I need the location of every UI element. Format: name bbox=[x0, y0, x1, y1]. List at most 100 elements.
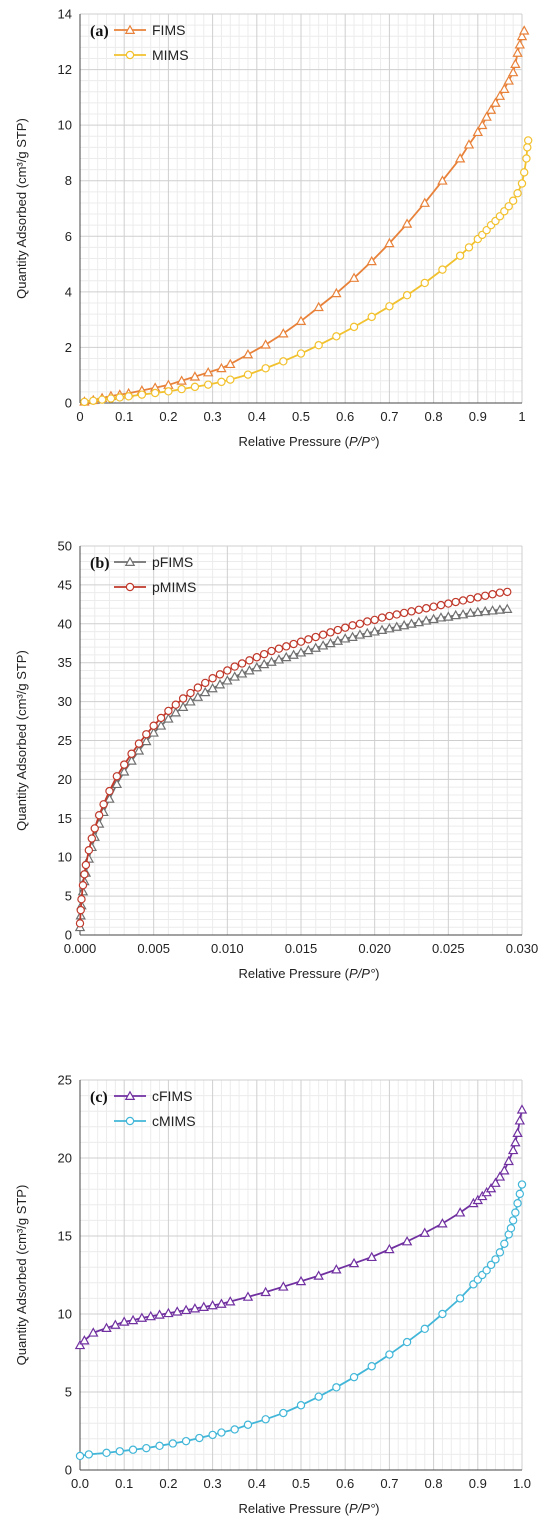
data-point bbox=[331, 287, 342, 298]
data-point bbox=[180, 1304, 192, 1315]
x-tick-label: 0.000 bbox=[64, 941, 97, 956]
y-tick-label: 14 bbox=[58, 7, 72, 22]
legend-label: cFIMS bbox=[152, 1088, 192, 1104]
data-point bbox=[414, 605, 424, 614]
data-point bbox=[402, 290, 412, 300]
data-point bbox=[133, 745, 145, 755]
y-axis-label: Quantity Adsorbed (cm³/g STP) bbox=[14, 1185, 29, 1366]
data-point bbox=[278, 328, 289, 338]
data-point bbox=[251, 661, 263, 672]
data-point bbox=[106, 394, 116, 403]
data-point bbox=[149, 721, 158, 730]
x-tick-label: 0.015 bbox=[285, 941, 318, 956]
data-point bbox=[477, 119, 488, 130]
data-point bbox=[465, 607, 476, 617]
data-point bbox=[112, 772, 122, 781]
data-point bbox=[281, 651, 292, 662]
data-point bbox=[516, 30, 528, 41]
y-tick-label: 15 bbox=[58, 811, 72, 826]
data-point bbox=[487, 605, 498, 615]
data-point bbox=[341, 623, 350, 632]
data-point bbox=[170, 707, 181, 717]
data-point bbox=[274, 644, 284, 653]
data-point bbox=[520, 168, 529, 177]
data-point bbox=[296, 349, 306, 358]
series-cFIMS bbox=[74, 1104, 528, 1350]
data-point bbox=[141, 735, 152, 746]
data-point bbox=[163, 1307, 174, 1318]
data-point bbox=[488, 590, 497, 599]
data-point bbox=[406, 618, 417, 628]
y-tick-label: 5 bbox=[65, 889, 72, 904]
data-point bbox=[443, 611, 454, 621]
data-point bbox=[311, 632, 320, 642]
data-point bbox=[207, 1299, 218, 1310]
data-point bbox=[507, 66, 519, 77]
data-point bbox=[438, 265, 447, 274]
data-point bbox=[458, 596, 468, 605]
data-point bbox=[242, 1291, 254, 1301]
data-point bbox=[150, 388, 160, 398]
data-point bbox=[260, 339, 271, 349]
x-tick-label: 0.010 bbox=[211, 941, 244, 956]
data-point bbox=[429, 602, 438, 611]
data-point bbox=[366, 1251, 377, 1262]
data-point bbox=[214, 679, 226, 689]
data-point bbox=[94, 810, 104, 820]
data-point bbox=[523, 143, 532, 152]
data-point bbox=[126, 755, 137, 765]
data-point bbox=[508, 196, 518, 205]
x-tick-label: 0.1 bbox=[115, 409, 133, 424]
data-point bbox=[385, 611, 394, 621]
data-point bbox=[216, 1298, 227, 1308]
x-tick-label: 0.5 bbox=[292, 1476, 310, 1491]
data-point bbox=[332, 635, 344, 645]
data-point bbox=[171, 700, 180, 709]
data-point bbox=[190, 382, 200, 392]
series-FIMS bbox=[79, 25, 530, 406]
x-tick-label: 0.2 bbox=[159, 1476, 177, 1491]
data-point bbox=[203, 380, 213, 389]
data-point bbox=[79, 1335, 90, 1345]
data-point bbox=[514, 1115, 526, 1125]
x-axis-label: Relative Pressure (P/P°) bbox=[238, 966, 379, 981]
legend-entry: cMIMS bbox=[114, 1113, 196, 1129]
data-point bbox=[413, 616, 425, 627]
gridlines bbox=[79, 13, 523, 404]
data-point bbox=[314, 1392, 323, 1401]
data-point bbox=[84, 1450, 94, 1459]
legend-marker bbox=[125, 1116, 135, 1126]
data-point bbox=[78, 881, 88, 890]
data-point bbox=[288, 649, 299, 659]
y-tick-label: 50 bbox=[58, 539, 72, 554]
data-point bbox=[518, 25, 530, 35]
data-point bbox=[142, 730, 151, 739]
gridlines bbox=[79, 1079, 523, 1471]
data-point bbox=[216, 362, 227, 373]
data-point bbox=[376, 624, 388, 634]
data-point bbox=[99, 800, 108, 809]
chart-panel-1: 0.000 0.005 0.010 0.015 0.020 0.025 0.030 0 5 10 1… bbox=[14, 539, 538, 982]
data-point bbox=[142, 1443, 151, 1453]
data-point bbox=[189, 371, 201, 381]
legend-label: MIMS bbox=[152, 47, 189, 63]
data-point bbox=[260, 1286, 271, 1297]
data-point bbox=[457, 609, 469, 619]
x-tick-label: 0.4 bbox=[248, 1476, 266, 1491]
data-point bbox=[74, 1339, 86, 1350]
data-point bbox=[366, 255, 377, 266]
data-point bbox=[516, 1104, 528, 1114]
legend-entry: pMIMS bbox=[114, 579, 196, 595]
data-point bbox=[480, 591, 490, 600]
data-point bbox=[258, 658, 270, 669]
legend-entry: FIMS bbox=[114, 22, 185, 38]
data-point bbox=[118, 766, 130, 776]
data-point bbox=[145, 1310, 156, 1321]
x-tick-label: 0.8 bbox=[425, 1476, 443, 1491]
data-point bbox=[242, 348, 254, 359]
data-point bbox=[304, 635, 313, 644]
data-point bbox=[128, 1445, 138, 1454]
legend-label: FIMS bbox=[152, 22, 185, 38]
data-point bbox=[455, 251, 465, 260]
